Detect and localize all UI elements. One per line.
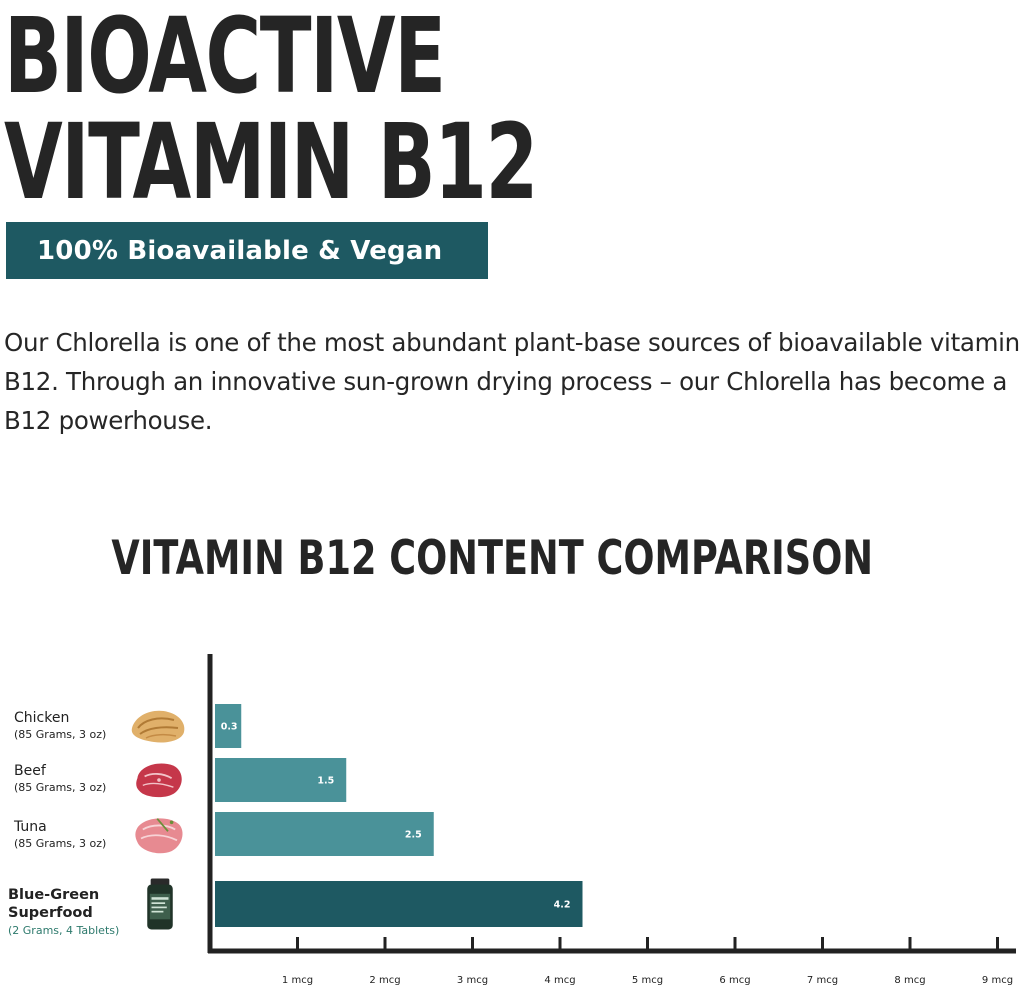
intro-paragraph: Our Chlorella is one of the most abundan… (4, 328, 1020, 435)
category-name-3: Blue-Green Superfood (8, 887, 99, 921)
x-tick-label-8: 8 mcg (894, 975, 925, 986)
bar-value-label-1: 1.5 (317, 776, 334, 787)
bar-2 (215, 812, 434, 856)
category-sub-0: (85 Grams, 3 oz) (14, 728, 106, 741)
category-name-2: Tuna (13, 819, 47, 835)
x-tick-label-4: 4 mcg (544, 975, 575, 986)
category-sub-1: (85 Grams, 3 oz) (14, 781, 106, 794)
headline-line-2: VITAMIN B12 (4, 101, 538, 223)
x-tick-label-7: 7 mcg (807, 975, 838, 986)
category-sub-3: (2 Grams, 4 Tablets) (8, 924, 119, 937)
supplement-bottle-icon (147, 878, 173, 930)
bar-value-label-0: 0.3 (221, 722, 238, 733)
bar-0 (215, 704, 242, 748)
banner: 100% Bioavailable & Vegan (6, 222, 488, 279)
beef-steak-icon (135, 762, 183, 799)
chicken-breast-icon (130, 709, 186, 744)
category-name-1: Beef (14, 763, 47, 779)
x-tick-label-3: 3 mcg (457, 975, 488, 986)
chart-title: VITAMIN B12 CONTENT COMPARISON (0, 535, 984, 582)
category-name-0: Chicken (14, 710, 69, 726)
bar-1 (215, 758, 347, 802)
bar-value-label-2: 2.5 (405, 830, 422, 841)
category-labels: Chicken (85 Grams, 3 oz) Beef (85 Grams, 3 … (8, 709, 186, 937)
b12-comparison-chart: Chicken (85 Grams, 3 oz) Beef (85 Grams, 3 … (8, 654, 1016, 986)
x-tick-label-5: 5 mcg (632, 975, 663, 986)
x-tick-label-1: 1 mcg (282, 975, 313, 986)
chart-title-text: VITAMIN B12 CONTENT COMPARISON (111, 531, 873, 586)
category-sub-2: (85 Grams, 3 oz) (14, 837, 106, 850)
x-tick-label-9: 9 mcg (982, 975, 1013, 986)
bars: 0.3 1.5 2.5 4.2 (215, 704, 583, 927)
axes: 1 mcg 2 mcg 3 mcg 4 mcg 5 mcg 6 mcg 7 mcg 8 mcg… (207, 654, 1016, 986)
x-tick-label-2: 2 mcg (369, 975, 400, 986)
bar-value-label-3: 4.2 (554, 900, 571, 911)
headline-line-1: BIOACTIVE (4, 0, 446, 117)
banner-text: 100% Bioavailable & Vegan (37, 235, 443, 266)
tuna-steak-icon (134, 817, 184, 855)
bar-3 (215, 881, 583, 927)
x-tick-label-6: 6 mcg (719, 975, 750, 986)
